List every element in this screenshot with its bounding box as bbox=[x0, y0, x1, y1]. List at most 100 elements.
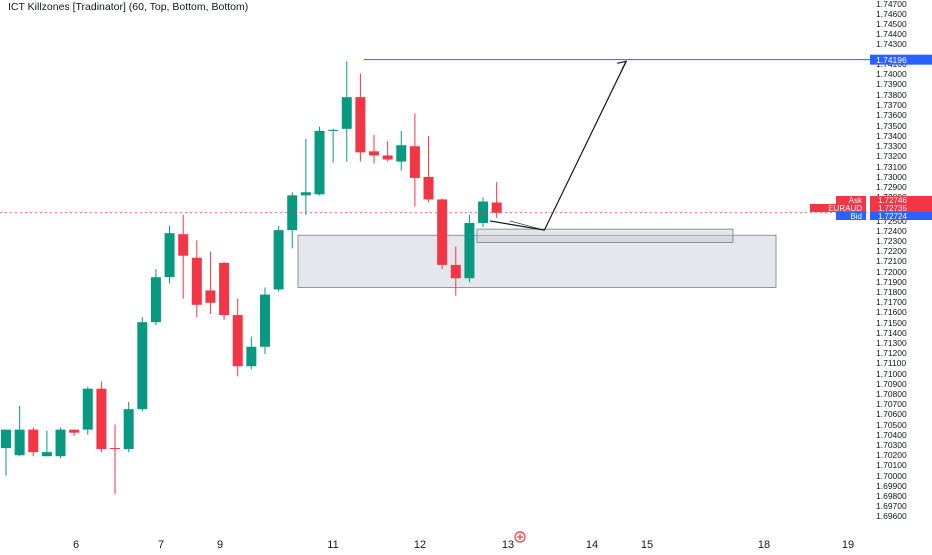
bid-label-bg bbox=[836, 212, 866, 220]
symbol-label-tag: EURAUD bbox=[810, 204, 866, 213]
price-tick: 1.73700 bbox=[876, 100, 907, 110]
candle bbox=[273, 226, 284, 292]
candle bbox=[478, 197, 489, 228]
candle bbox=[219, 261, 230, 321]
candle bbox=[14, 406, 25, 457]
candle-body bbox=[164, 233, 175, 278]
bid-label: Bid bbox=[850, 212, 862, 221]
candle bbox=[396, 130, 407, 171]
time-label: 11 bbox=[327, 539, 338, 550]
symbol-row-bg bbox=[870, 204, 932, 212]
zones-layer bbox=[297, 228, 777, 288]
candle bbox=[491, 182, 502, 218]
candle bbox=[328, 128, 339, 163]
candle-body bbox=[55, 429, 66, 457]
price-tick: 1.72100 bbox=[876, 256, 907, 266]
chart-area[interactable]: 6 7 9 11 12 13 14 15 18 19 Ask EURAUD Bid ICT Killz… bbox=[0, 0, 870, 551]
candle bbox=[69, 429, 80, 436]
price-tick: 1.70200 bbox=[876, 450, 907, 460]
price-tick: 1.72900 bbox=[876, 182, 907, 192]
price-tick: 1.73500 bbox=[876, 121, 907, 131]
candles-layer bbox=[1, 61, 502, 495]
candle-body bbox=[137, 322, 148, 410]
candle bbox=[437, 198, 448, 269]
zone-box bbox=[476, 228, 734, 243]
price-tick: 1.73100 bbox=[876, 162, 907, 172]
candle-body bbox=[491, 202, 502, 213]
candle-body bbox=[96, 388, 107, 450]
candle-body bbox=[69, 429, 80, 433]
price-tick: 1.73200 bbox=[876, 151, 907, 161]
candle-body bbox=[287, 195, 298, 231]
candle-body bbox=[355, 97, 366, 153]
candle-body bbox=[1, 429, 11, 449]
price-tick: 1.73800 bbox=[876, 90, 907, 100]
candle-body bbox=[369, 151, 380, 156]
candle bbox=[341, 61, 352, 162]
candle bbox=[41, 430, 52, 457]
price-tick: 1.74400 bbox=[876, 29, 907, 39]
price-tick: 1.74000 bbox=[876, 69, 907, 79]
candle-body bbox=[219, 262, 230, 316]
candle bbox=[178, 214, 189, 299]
candle-body bbox=[437, 199, 448, 265]
price-tick: 1.73600 bbox=[876, 110, 907, 120]
time-label: 12 bbox=[414, 539, 426, 550]
candle bbox=[287, 192, 298, 249]
candle bbox=[232, 298, 243, 377]
time-label: 9 bbox=[217, 539, 223, 550]
candle bbox=[110, 424, 121, 495]
price-tick: 1.71500 bbox=[876, 318, 907, 328]
price-tick: 1.73900 bbox=[876, 79, 907, 89]
goto-realtime-icon bbox=[514, 531, 526, 543]
price-tick: 1.72500 bbox=[876, 216, 907, 226]
candle-body bbox=[205, 290, 216, 303]
goto-realtime-ring bbox=[514, 531, 526, 543]
price-tick: 1.70300 bbox=[876, 440, 907, 450]
indicator-title[interactable]: ICT Killzones [Tradinator] (60, Top, Bot… bbox=[8, 1, 249, 13]
time-label: 6 bbox=[73, 539, 79, 550]
candle-body bbox=[232, 315, 243, 367]
candle bbox=[191, 240, 202, 318]
price-tick: 1.71800 bbox=[876, 287, 907, 297]
price-tick: 1.74300 bbox=[876, 39, 907, 49]
price-tick: 1.70400 bbox=[876, 430, 907, 440]
candle bbox=[314, 126, 325, 196]
price-tick: 1.71300 bbox=[876, 338, 907, 348]
candle bbox=[464, 214, 475, 283]
candle-body bbox=[191, 257, 202, 305]
candle bbox=[259, 287, 270, 354]
candle-body bbox=[314, 130, 325, 195]
price-tick: 1.71900 bbox=[876, 277, 907, 287]
price-tick: 1.70500 bbox=[876, 420, 907, 430]
candle bbox=[205, 251, 216, 315]
candle-body bbox=[478, 201, 489, 223]
price-tick: 1.74700 bbox=[876, 0, 907, 9]
candle-body bbox=[123, 409, 134, 450]
price-tick: 1.71600 bbox=[876, 307, 907, 317]
price-tick: 1.71100 bbox=[876, 358, 906, 368]
symbol-label-bg bbox=[810, 204, 866, 212]
candle-body bbox=[450, 264, 461, 279]
price-tick: 1.70700 bbox=[876, 399, 907, 409]
price-tick: 1.71700 bbox=[876, 297, 907, 307]
candle-body bbox=[409, 146, 420, 178]
ask-label-tag: Ask bbox=[836, 196, 866, 205]
candle-body bbox=[28, 429, 39, 453]
time-label: 19 bbox=[842, 539, 854, 550]
overlay-layer bbox=[0, 59, 870, 231]
candle-body bbox=[41, 452, 52, 457]
candle-body bbox=[273, 230, 284, 290]
candle-body bbox=[423, 176, 434, 200]
price-tick: 1.70100 bbox=[876, 460, 907, 470]
candle-body bbox=[82, 388, 93, 430]
projection-path bbox=[489, 61, 627, 231]
candle-body bbox=[396, 145, 407, 162]
candle-body bbox=[246, 346, 257, 367]
price-tick: 1.70000 bbox=[876, 471, 907, 481]
candle-body bbox=[178, 234, 189, 256]
candle-body bbox=[259, 294, 270, 347]
